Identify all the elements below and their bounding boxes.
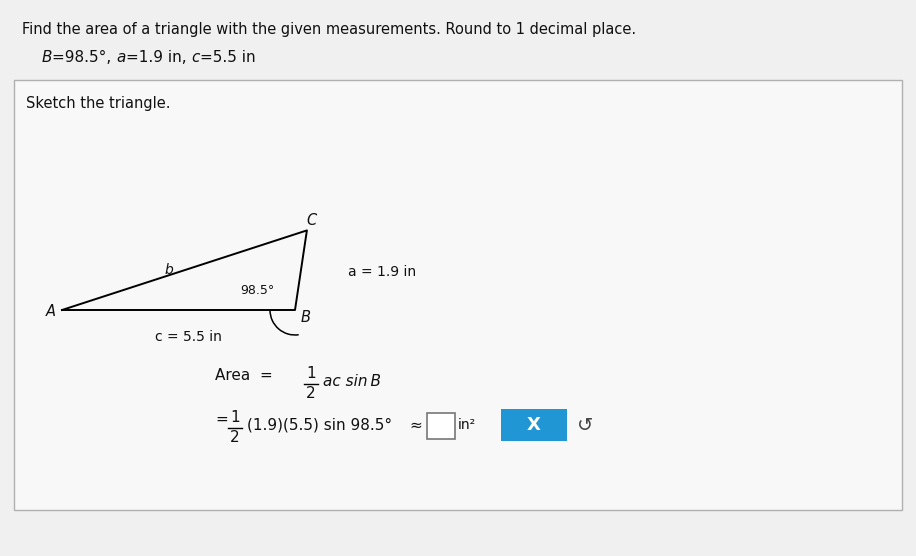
Text: X: X — [527, 416, 541, 434]
FancyBboxPatch shape — [501, 409, 567, 441]
Text: 2: 2 — [230, 430, 240, 445]
Text: a = 1.9 in: a = 1.9 in — [348, 265, 416, 279]
Text: c: c — [191, 50, 200, 65]
Text: 98.5°: 98.5° — [240, 284, 274, 296]
Text: =: = — [215, 412, 228, 427]
Text: 1: 1 — [306, 366, 316, 381]
Text: =1.9 in,: =1.9 in, — [126, 50, 191, 65]
Text: 1: 1 — [230, 410, 240, 425]
Text: ac sin B: ac sin B — [323, 374, 381, 389]
Text: 2: 2 — [306, 386, 316, 401]
Text: a: a — [116, 50, 126, 65]
Text: Find the area of a triangle with the given measurements. Round to 1 decimal plac: Find the area of a triangle with the giv… — [22, 22, 636, 37]
Text: ↺: ↺ — [577, 415, 594, 434]
Text: in²: in² — [458, 418, 476, 432]
Text: ≈: ≈ — [409, 418, 421, 433]
Text: (1.9)(5.5) sin 98.5°: (1.9)(5.5) sin 98.5° — [247, 418, 392, 433]
Text: B: B — [42, 50, 52, 65]
Text: B: B — [301, 310, 311, 325]
Text: b: b — [164, 263, 173, 277]
FancyBboxPatch shape — [14, 80, 902, 510]
Text: c = 5.5 in: c = 5.5 in — [155, 330, 222, 344]
Text: =98.5°,: =98.5°, — [52, 50, 116, 65]
Text: Area  =: Area = — [215, 368, 273, 383]
FancyBboxPatch shape — [427, 413, 455, 439]
Text: =5.5 in: =5.5 in — [200, 50, 256, 65]
Text: Sketch the triangle.: Sketch the triangle. — [26, 96, 170, 111]
Text: A: A — [46, 305, 56, 320]
Text: C: C — [307, 213, 317, 228]
